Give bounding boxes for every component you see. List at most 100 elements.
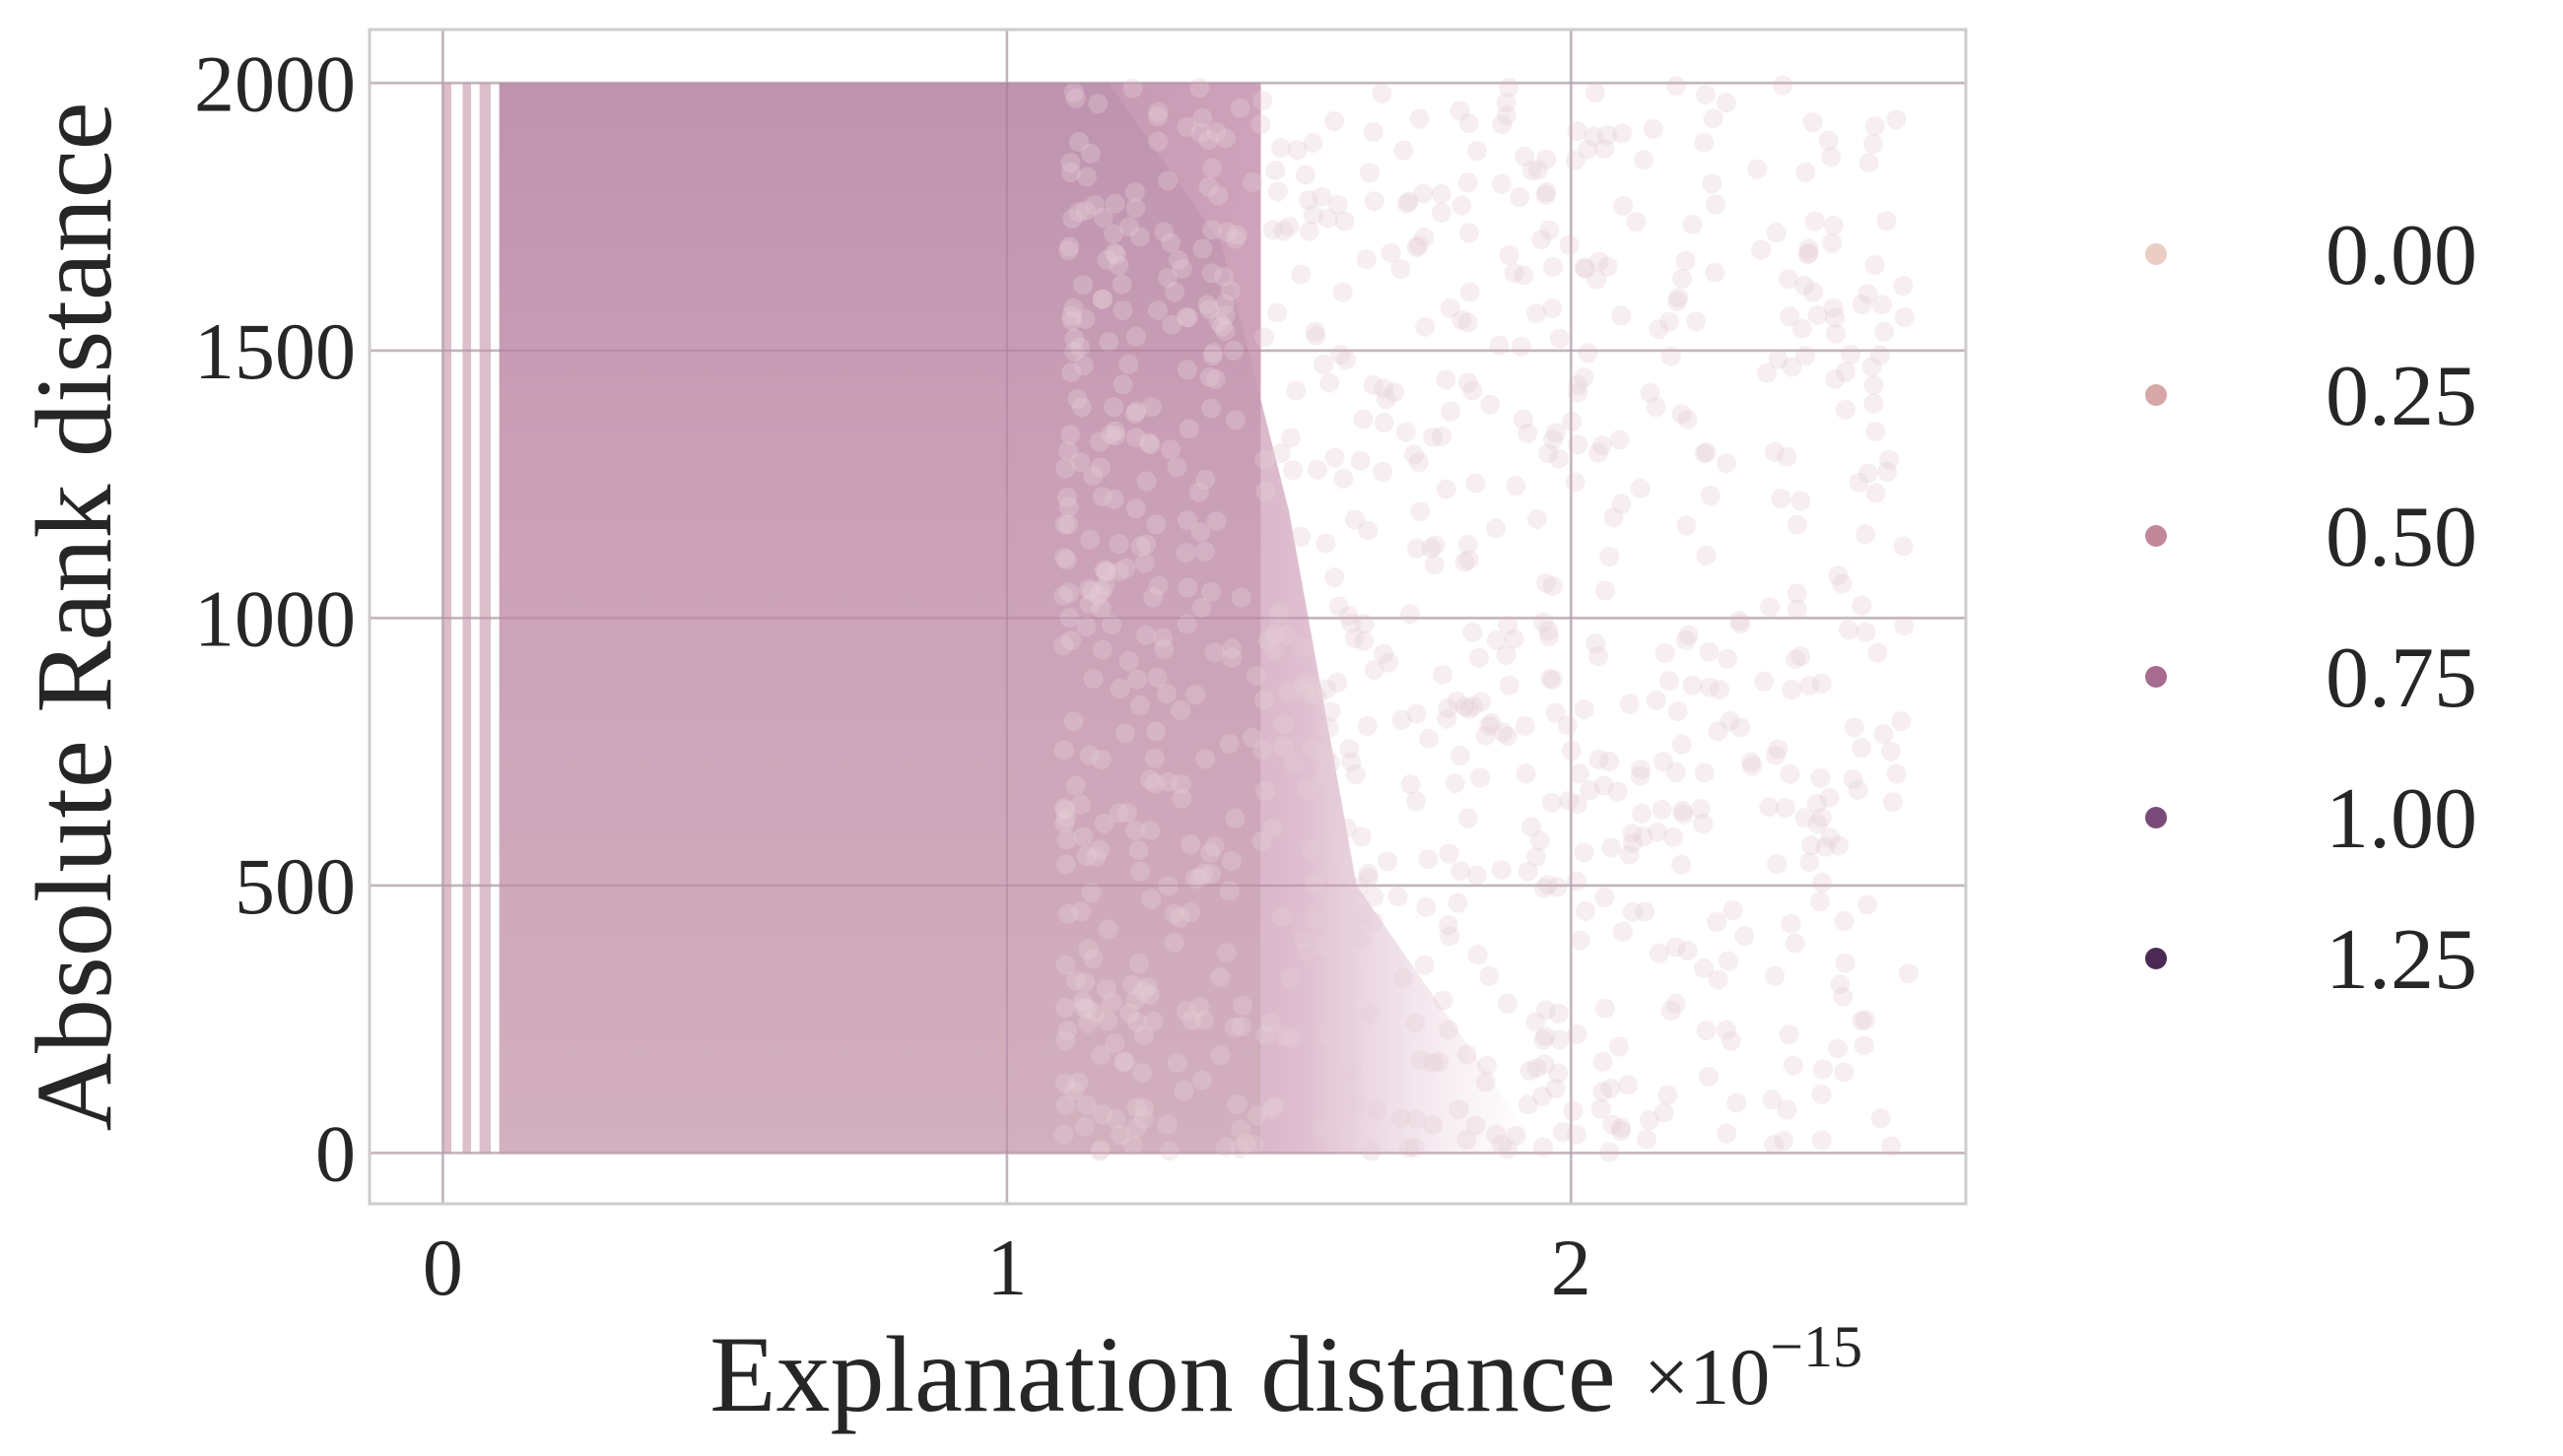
- scatter-point: [1619, 844, 1640, 865]
- scatter-point: [1204, 836, 1225, 857]
- scatter-point: [1718, 648, 1738, 669]
- scatter-point: [1146, 721, 1167, 742]
- scatter-point: [1676, 629, 1697, 650]
- scatter-point: [1164, 932, 1184, 953]
- scatter-point: [1327, 672, 1348, 693]
- scatter-point: [1797, 244, 1818, 265]
- scatter-point: [1891, 711, 1912, 732]
- scatter-point: [1677, 941, 1698, 961]
- point-column: [442, 83, 452, 1154]
- scatter-point: [1841, 344, 1861, 364]
- scatter-point: [1139, 984, 1160, 1005]
- scatter-point: [1537, 875, 1558, 895]
- scatter-point: [1578, 343, 1598, 364]
- scatter-point: [1101, 425, 1121, 445]
- scatter-point: [1766, 223, 1787, 243]
- scatter-point: [1363, 374, 1383, 395]
- scatter-point: [1869, 345, 1890, 365]
- scatter-point: [1497, 1139, 1518, 1159]
- scatter-point: [1726, 1092, 1747, 1113]
- scatter-point: [1515, 716, 1535, 737]
- scatter-point: [1324, 566, 1345, 587]
- scatter-point: [1874, 321, 1895, 342]
- scatter-point: [1356, 249, 1377, 270]
- legend-marker: [2145, 243, 2167, 265]
- scatter-point: [1781, 913, 1801, 934]
- scatter-point: [1479, 966, 1500, 987]
- scatter-point: [1439, 843, 1459, 864]
- scatter-point: [1198, 130, 1219, 151]
- scatter-point: [1602, 1114, 1623, 1135]
- scatter-point: [1177, 116, 1197, 137]
- scatter-point: [1480, 394, 1501, 415]
- scatter-point: [1299, 221, 1319, 241]
- scatter-point: [1794, 808, 1815, 828]
- scatter-point: [1462, 380, 1483, 401]
- scatter-point: [1391, 709, 1412, 730]
- scatter-point: [1180, 902, 1201, 923]
- scatter-point: [1304, 684, 1324, 704]
- scatter-point: [1091, 1044, 1112, 1065]
- scatter-point: [1202, 345, 1223, 365]
- scatter-point: [1666, 76, 1687, 97]
- scatter-point: [1129, 227, 1150, 247]
- scatter-point: [1716, 93, 1736, 113]
- scatter-point: [1619, 694, 1640, 714]
- scatter-point: [1518, 423, 1538, 443]
- scatter-point: [1806, 793, 1827, 814]
- scatter-point: [1295, 165, 1315, 185]
- scatter-point: [1072, 991, 1093, 1012]
- scatter-point: [1801, 835, 1822, 856]
- scatter-point: [1694, 132, 1715, 153]
- scatter-point: [1273, 714, 1294, 735]
- scatter-point: [1178, 307, 1198, 328]
- scatter-point: [1405, 790, 1426, 811]
- scatter-point: [1126, 1096, 1147, 1117]
- scatter-point: [1437, 708, 1457, 729]
- legend-label: 1.25: [2326, 912, 2477, 1008]
- scatter-point: [1141, 397, 1162, 418]
- scatter-point: [1117, 803, 1138, 824]
- scatter-point: [1499, 245, 1519, 266]
- scatter-point: [1313, 1118, 1333, 1139]
- scatter-point: [1584, 126, 1604, 147]
- scatter-point: [1359, 163, 1380, 183]
- scatter-point: [1303, 204, 1323, 225]
- scatter-point: [1588, 442, 1609, 463]
- scatter-point: [1440, 926, 1460, 947]
- scatter-point: [1823, 215, 1844, 235]
- scatter-point: [1219, 733, 1240, 754]
- scatter-point: [1543, 430, 1564, 450]
- scatter-point: [1536, 181, 1557, 202]
- scatter-point: [1894, 616, 1915, 636]
- scatter-point: [1170, 907, 1190, 928]
- scatter-point: [1514, 265, 1534, 286]
- scatter-point: [1126, 401, 1147, 422]
- scatter-point: [1548, 1003, 1569, 1024]
- scatter-point: [1540, 668, 1561, 689]
- scatter-point: [1125, 326, 1146, 347]
- scatter-point: [1676, 515, 1697, 536]
- scatter-point: [1102, 992, 1122, 1013]
- scatter-point: [1855, 524, 1876, 545]
- scatter-point: [1339, 739, 1360, 760]
- scatter-point: [1649, 943, 1669, 963]
- scatter-point: [1191, 597, 1212, 618]
- scatter-point: [1762, 1090, 1783, 1110]
- scatter-point: [1630, 478, 1651, 498]
- scatter-point: [1542, 298, 1563, 318]
- scatter-point: [1410, 1049, 1431, 1070]
- scatter-point: [1199, 366, 1220, 387]
- scatter-point: [1607, 781, 1628, 802]
- scatter-point: [1125, 990, 1146, 1011]
- scatter-point: [1475, 1072, 1496, 1092]
- scatter-point: [1886, 763, 1907, 784]
- scatter-point: [1148, 101, 1169, 122]
- scatter-point: [1578, 139, 1598, 160]
- point-column: [479, 83, 492, 1154]
- scatter-point: [1603, 507, 1624, 528]
- scatter-point: [1130, 536, 1151, 557]
- scatter-point: [1409, 108, 1430, 129]
- scatter-point: [1780, 306, 1800, 327]
- scatter-point: [1823, 298, 1844, 318]
